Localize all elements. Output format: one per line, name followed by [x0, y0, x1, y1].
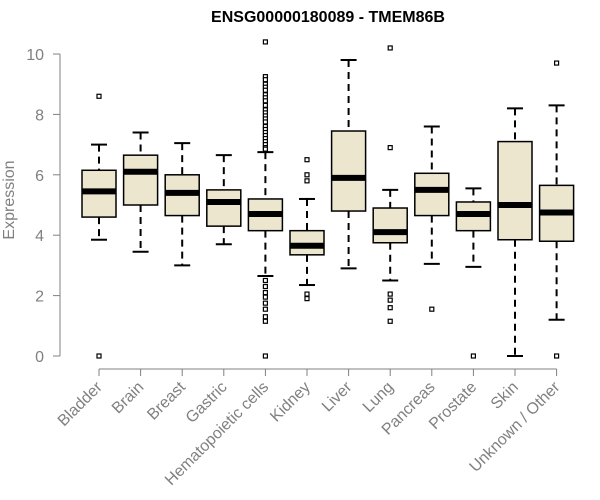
x-tick-label: Brain: [109, 379, 147, 417]
outlier-point: [553, 60, 560, 66]
outlier-point: [304, 291, 310, 297]
box-group: [372, 45, 408, 324]
box-series: [81, 39, 575, 359]
outlier-point: [387, 297, 393, 303]
y-tick-label: 4: [35, 228, 44, 245]
outlier-point: [262, 283, 268, 290]
box: [330, 130, 367, 212]
outlier-point: [262, 294, 268, 300]
x-tick-label: Liver: [319, 378, 356, 415]
outlier-point: [96, 93, 102, 99]
outlier-point: [262, 87, 268, 93]
outlier-point: [470, 353, 476, 359]
outlier-point: [553, 353, 560, 359]
outlier-point: [262, 119, 268, 125]
box-group: [164, 142, 200, 267]
box-group: [81, 93, 117, 359]
x-tick-label: Skin: [488, 379, 522, 413]
box: [206, 189, 242, 227]
y-tick-label: 2: [35, 289, 44, 306]
box-group: [538, 60, 575, 359]
x-tick-label: Kidney: [267, 379, 314, 426]
outlier-point: [304, 157, 310, 163]
outlier-point: [304, 172, 310, 178]
box-group: [455, 187, 492, 359]
outlier-point: [387, 145, 393, 151]
outlier-point: [387, 45, 393, 51]
outlier-point: [262, 77, 268, 83]
outlier-point: [387, 291, 393, 297]
outlier-point: [304, 178, 310, 184]
y-tick-label: 0: [35, 349, 44, 366]
y-tick-label: 6: [35, 168, 44, 185]
outlier-point: [262, 98, 268, 104]
y-axis: 0 2 4 6 8 10: [26, 47, 61, 366]
chart-title: ENSG00000180089 - TMEM86B: [211, 9, 445, 26]
x-tick-label: Breast: [144, 378, 189, 423]
outlier-point: [262, 277, 268, 284]
outlier-point: [262, 353, 268, 359]
outlier-point: [387, 305, 393, 311]
box-group: [247, 39, 284, 359]
outlier-point: [262, 306, 268, 312]
box: [289, 229, 325, 256]
box-group: [497, 107, 533, 357]
outlier-point: [262, 146, 268, 152]
box-group: [289, 157, 325, 302]
outlier-point: [387, 318, 393, 324]
box-group: [330, 59, 367, 270]
box-group: [122, 131, 159, 253]
box-group: [414, 125, 450, 312]
x-tick-label: Bladder: [55, 378, 106, 429]
box: [414, 172, 450, 217]
box: [497, 140, 533, 241]
outlier-point: [262, 318, 268, 324]
y-tick-label: 10: [26, 47, 44, 64]
x-tick-label: Lung: [360, 379, 397, 416]
outlier-point: [262, 39, 268, 45]
outlier-point: [262, 289, 268, 296]
outlier-point: [262, 300, 268, 306]
outlier-point: [304, 296, 310, 302]
box: [372, 207, 408, 244]
y-axis-label: Expression: [1, 160, 18, 239]
outlier-point: [429, 306, 435, 312]
box-group: [206, 154, 242, 246]
outlier-point: [96, 353, 102, 359]
box: [122, 154, 159, 206]
outlier-point: [262, 102, 268, 108]
outlier-point: [262, 314, 268, 320]
y-tick-label: 8: [35, 107, 44, 124]
